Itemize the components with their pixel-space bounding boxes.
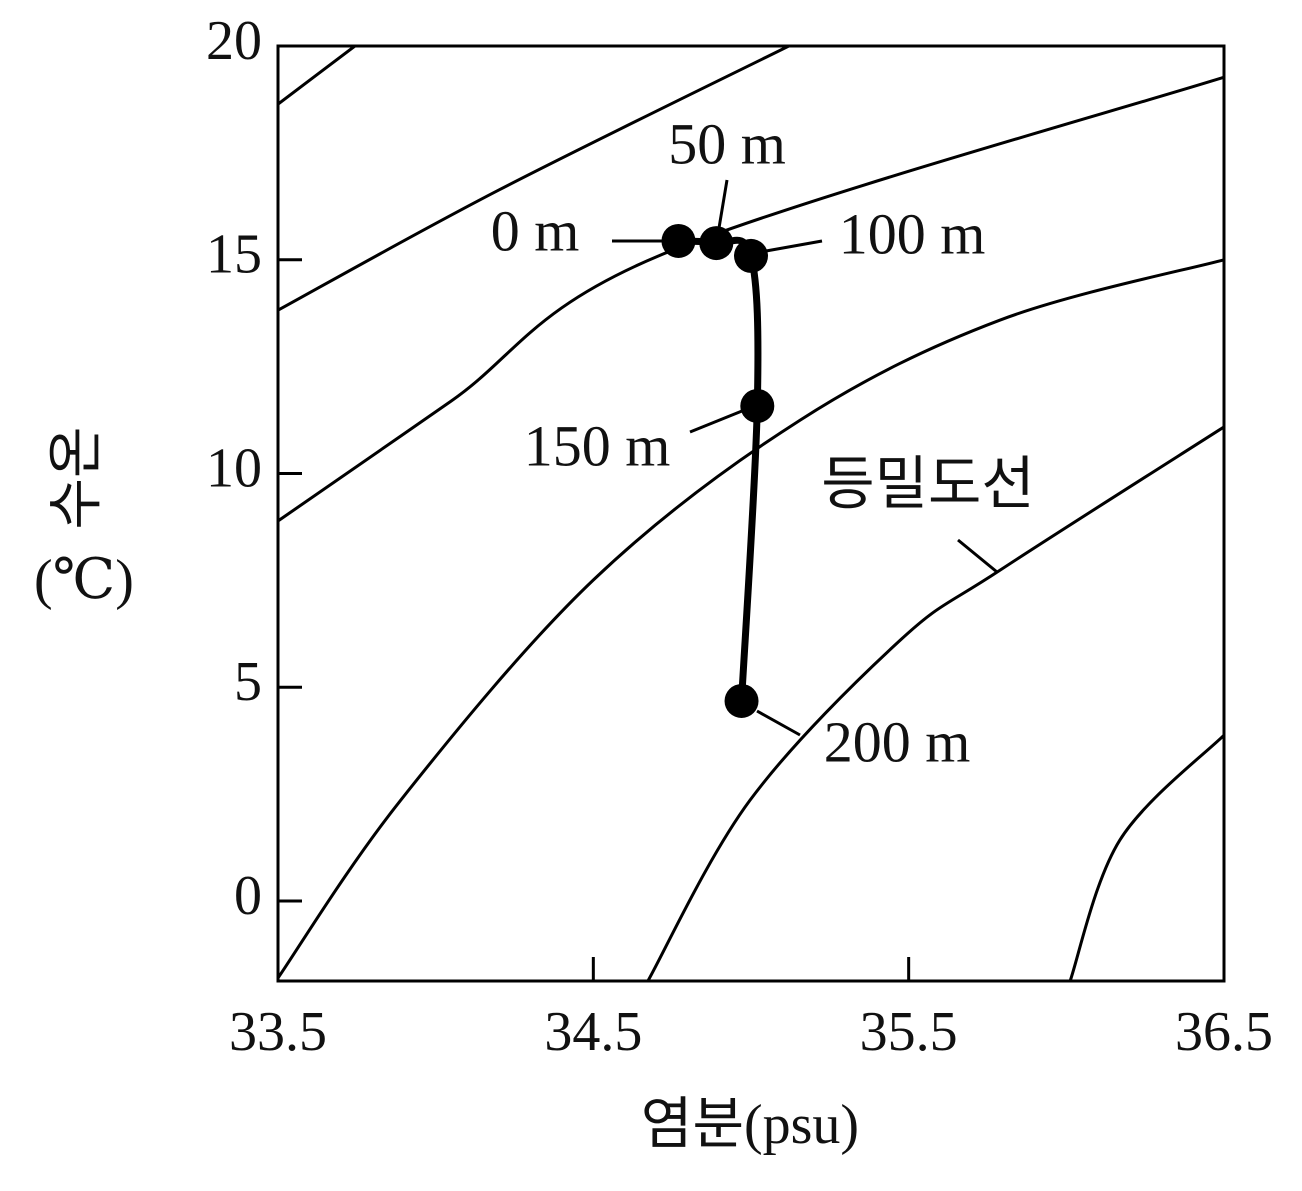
y-tick-label: 5 bbox=[234, 651, 262, 713]
y-tick-label: 15 bbox=[206, 224, 262, 286]
depth-label: 50 m bbox=[668, 111, 786, 176]
label-leader bbox=[765, 239, 823, 253]
x-tick-label: 33.5 bbox=[229, 1001, 327, 1063]
y-tick-label: 0 bbox=[234, 865, 262, 927]
depth-label: 100 m bbox=[839, 201, 986, 266]
x-tick-label: 35.5 bbox=[860, 1001, 958, 1063]
isopycnal bbox=[278, 46, 790, 312]
y-tick-label: 10 bbox=[206, 437, 262, 499]
label-leader bbox=[689, 409, 743, 434]
y-tick-label: 20 bbox=[206, 10, 262, 72]
depth-point bbox=[740, 388, 775, 423]
y-axis-label: 수온 bbox=[46, 426, 108, 529]
depth-point bbox=[699, 226, 734, 261]
ts-profile bbox=[678, 236, 762, 702]
depth-label: 200 m bbox=[824, 709, 971, 774]
x-axis-label: 염분(psu) bbox=[641, 1094, 859, 1156]
isopycnal bbox=[278, 75, 1224, 523]
depth-label: 150 m bbox=[524, 413, 671, 478]
depth-point bbox=[661, 223, 696, 258]
depth-point bbox=[734, 238, 768, 273]
isopycnal bbox=[278, 258, 1224, 979]
isopycnal bbox=[278, 46, 356, 106]
plot-frame bbox=[276, 44, 1226, 983]
contour-label: 등밀도선 bbox=[821, 451, 1034, 516]
depth-point bbox=[724, 683, 759, 718]
isopycnal bbox=[646, 425, 1224, 981]
x-tick-label: 34.5 bbox=[544, 1001, 642, 1063]
y-axis-unit: (℃) bbox=[34, 549, 134, 611]
label-leader bbox=[717, 179, 729, 229]
isopycnal bbox=[1068, 734, 1224, 981]
depth-label: 0 m bbox=[491, 198, 580, 263]
contour-label-leader bbox=[957, 538, 998, 574]
x-tick-label: 36.5 bbox=[1175, 1001, 1273, 1063]
label-leader bbox=[756, 709, 801, 737]
